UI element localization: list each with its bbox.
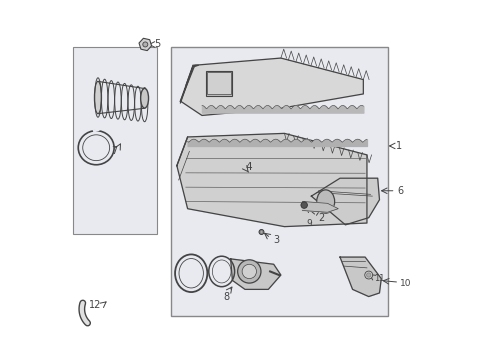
- Text: 8: 8: [223, 292, 229, 302]
- Text: 10: 10: [400, 279, 412, 288]
- Polygon shape: [180, 58, 364, 116]
- Text: 12: 12: [89, 300, 101, 310]
- Bar: [73, 47, 157, 234]
- Circle shape: [365, 271, 373, 279]
- Text: 4: 4: [245, 162, 252, 172]
- Ellipse shape: [317, 190, 335, 213]
- Ellipse shape: [242, 264, 256, 279]
- Text: 9: 9: [307, 219, 313, 228]
- Text: 11: 11: [374, 274, 385, 283]
- Text: 7: 7: [111, 146, 117, 156]
- Circle shape: [301, 202, 307, 208]
- Circle shape: [260, 230, 263, 233]
- Ellipse shape: [141, 88, 148, 108]
- Polygon shape: [231, 259, 281, 289]
- Bar: [205, 71, 232, 96]
- Circle shape: [367, 273, 371, 277]
- Polygon shape: [302, 202, 338, 212]
- Text: 1: 1: [395, 141, 402, 151]
- Text: 5: 5: [155, 40, 161, 49]
- Polygon shape: [177, 134, 367, 226]
- Ellipse shape: [238, 260, 261, 283]
- Ellipse shape: [95, 81, 101, 114]
- Polygon shape: [311, 178, 379, 225]
- Bar: [207, 72, 231, 94]
- Text: 3: 3: [273, 235, 279, 245]
- Polygon shape: [340, 257, 381, 297]
- Circle shape: [143, 42, 148, 47]
- Bar: [172, 47, 389, 316]
- Text: 2: 2: [318, 213, 325, 222]
- Circle shape: [259, 229, 264, 234]
- Text: 6: 6: [397, 186, 403, 196]
